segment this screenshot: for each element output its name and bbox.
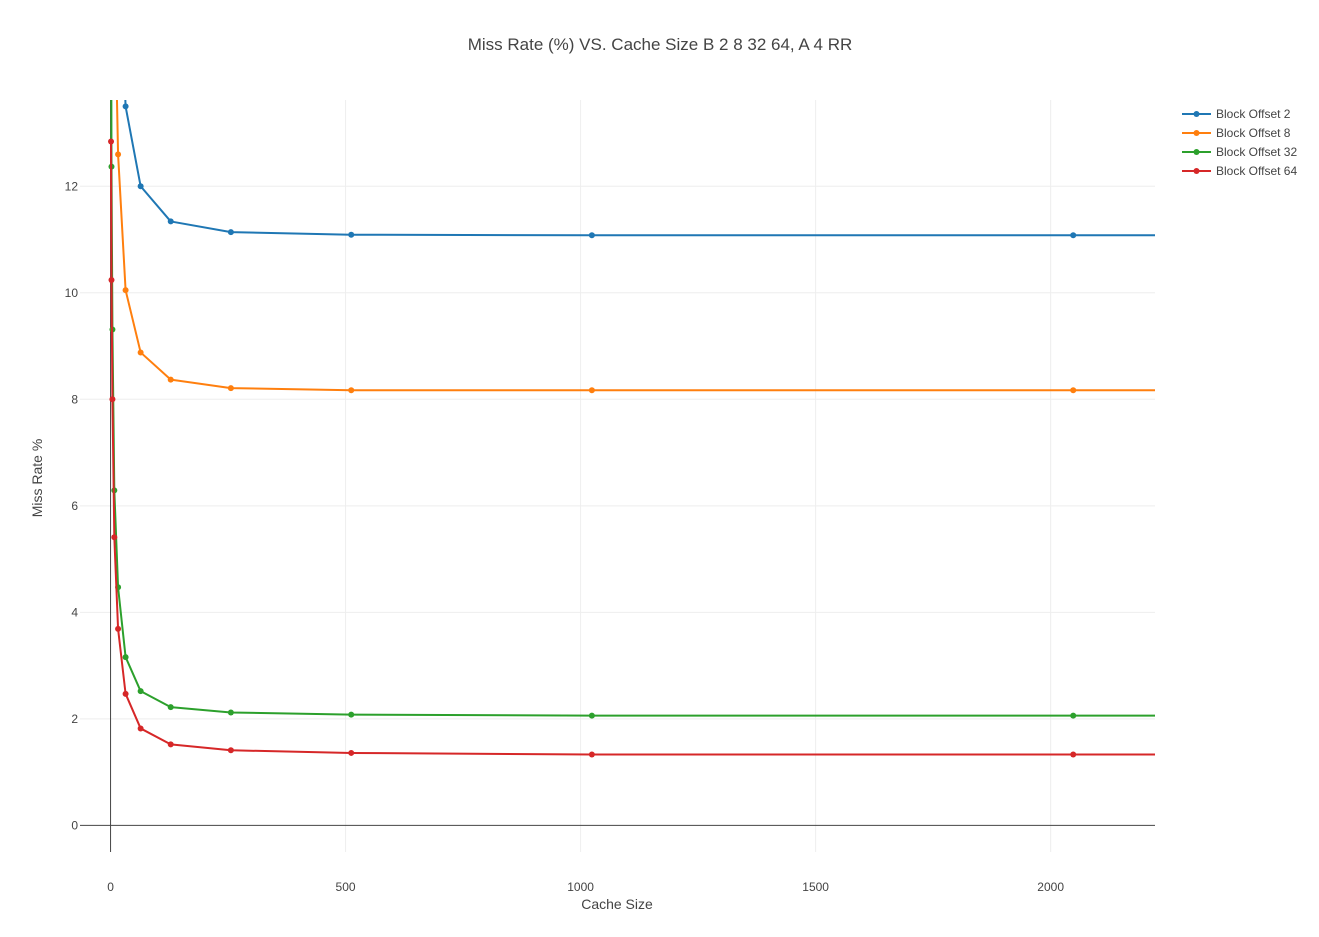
data-point[interactable]: [122, 690, 129, 697]
legend-item[interactable]: Block Offset 2: [1182, 107, 1291, 121]
legend-label: Block Offset 2: [1216, 107, 1291, 121]
data-point[interactable]: [348, 711, 355, 718]
legend-label: Block Offset 8: [1216, 126, 1291, 140]
y-tick-label: 12: [65, 179, 79, 193]
data-point[interactable]: [1070, 232, 1077, 239]
data-point[interactable]: [348, 749, 355, 756]
data-point[interactable]: [1070, 387, 1077, 394]
x-tick-label: 1500: [802, 880, 829, 894]
y-tick-label: 4: [71, 605, 78, 619]
legend-swatch-marker: [1193, 111, 1200, 117]
data-point[interactable]: [1070, 712, 1077, 719]
legend-item[interactable]: Block Offset 8: [1182, 126, 1291, 140]
data-point[interactable]: [227, 709, 234, 716]
data-point[interactable]: [588, 232, 595, 239]
data-point[interactable]: [137, 183, 144, 190]
y-tick-label: 8: [71, 392, 78, 406]
grid: [80, 100, 1155, 852]
zero-lines: [80, 100, 1155, 852]
tick-labels: 0 500 1000 1500 2000 0 2 4 6 8 10 12: [65, 179, 1065, 894]
data-point[interactable]: [122, 103, 129, 110]
data-point[interactable]: [137, 725, 144, 732]
data-point[interactable]: [109, 396, 116, 403]
legend-item[interactable]: Block Offset 32: [1182, 145, 1297, 159]
x-tick-label: 1000: [567, 880, 594, 894]
chart-title: Miss Rate (%) VS. Cache Size B 2 8 32 64…: [468, 35, 853, 54]
data-point[interactable]: [167, 376, 174, 383]
data-point[interactable]: [108, 277, 115, 284]
y-tick-label: 0: [71, 818, 78, 832]
data-point[interactable]: [111, 534, 118, 541]
data-point[interactable]: [588, 712, 595, 719]
y-tick-label: 10: [65, 286, 79, 300]
series-line[interactable]: [110, 0, 1319, 717]
legend-swatch-marker: [1193, 168, 1200, 174]
data-point[interactable]: [122, 287, 129, 294]
series-2[interactable]: [108, 0, 1319, 394]
series-4[interactable]: [108, 138, 1319, 758]
data-point[interactable]: [227, 229, 234, 236]
data-point[interactable]: [122, 654, 129, 661]
legend-label: Block Offset 32: [1216, 145, 1297, 159]
data-point[interactable]: [588, 387, 595, 394]
data-point[interactable]: [167, 218, 174, 225]
data-point[interactable]: [115, 625, 122, 632]
legend-item[interactable]: Block Offset 64: [1182, 164, 1297, 178]
data-point[interactable]: [227, 747, 234, 754]
data-point[interactable]: [227, 385, 234, 392]
data-point[interactable]: [588, 751, 595, 758]
data-point[interactable]: [137, 349, 144, 356]
x-tick-label: 500: [336, 880, 356, 894]
series-line[interactable]: [111, 0, 1319, 392]
x-tick-label: 0: [107, 880, 114, 894]
y-axis-title: Miss Rate %: [29, 439, 45, 518]
data-point[interactable]: [348, 231, 355, 238]
legend-swatch-marker: [1193, 149, 1200, 155]
y-tick-label: 2: [71, 712, 78, 726]
data-point[interactable]: [167, 741, 174, 748]
legend-label: Block Offset 64: [1216, 164, 1297, 178]
data-point[interactable]: [348, 387, 355, 394]
data-point[interactable]: [137, 688, 144, 695]
data-point[interactable]: [108, 138, 115, 145]
data-point[interactable]: [115, 151, 122, 158]
series-3[interactable]: [108, 0, 1319, 719]
data-point[interactable]: [1070, 751, 1077, 758]
series-layer: [108, 0, 1319, 758]
series-1[interactable]: [108, 0, 1319, 239]
y-tick-label: 6: [71, 499, 78, 513]
legend[interactable]: Block Offset 2 Block Offset 8 Block Offset…: [1182, 107, 1297, 178]
x-tick-label: 2000: [1037, 880, 1064, 894]
data-point[interactable]: [167, 704, 174, 711]
x-axis-title: Cache Size: [581, 896, 653, 912]
legend-swatch-marker: [1193, 130, 1200, 136]
